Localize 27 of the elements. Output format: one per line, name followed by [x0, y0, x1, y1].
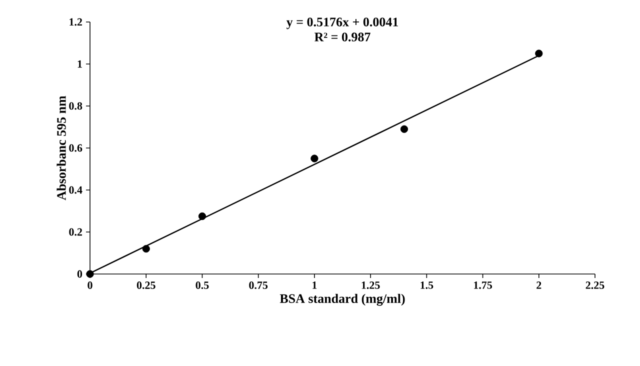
- point: [142, 244, 150, 253]
- y-tick-label: 0.2: [69, 228, 82, 236]
- annotation: y = 0.5176x + 0.0041: [286, 18, 398, 30]
- y-tick-label: 0.8: [69, 102, 82, 110]
- x-tick-label: 1.5: [420, 282, 434, 289]
- y-tick-label: 0.6: [69, 144, 82, 152]
- y-tick-label: 1.2: [70, 18, 82, 26]
- annotation: R² = 0.987: [314, 32, 370, 42]
- x-tick-label: 1.25: [362, 282, 380, 289]
- x-tick-label: 0: [88, 282, 92, 289]
- x-tick-label: 1: [312, 282, 317, 289]
- point: [86, 270, 94, 278]
- x-tick-label: 2: [536, 282, 542, 289]
- x-tick-label: 0.5: [196, 282, 209, 289]
- x-tick-label: 0.25: [136, 282, 156, 289]
- y-axis-title: Absorbanc 595 nm: [56, 96, 66, 200]
- point: [535, 50, 543, 58]
- point: [310, 154, 318, 162]
- x-tick-label: 0.75: [249, 282, 268, 289]
- x-tick-label: 2.25: [586, 282, 604, 289]
- point: [198, 212, 206, 220]
- y-tick-label: 0: [77, 270, 82, 278]
- point: [400, 125, 408, 133]
- x-axis-title: BSA standard (mg/ml): [280, 294, 405, 306]
- y-tick-label: 1: [78, 60, 82, 68]
- x-tick-label: 1.75: [474, 282, 492, 289]
- y-tick-label: 0.4: [69, 186, 82, 194]
